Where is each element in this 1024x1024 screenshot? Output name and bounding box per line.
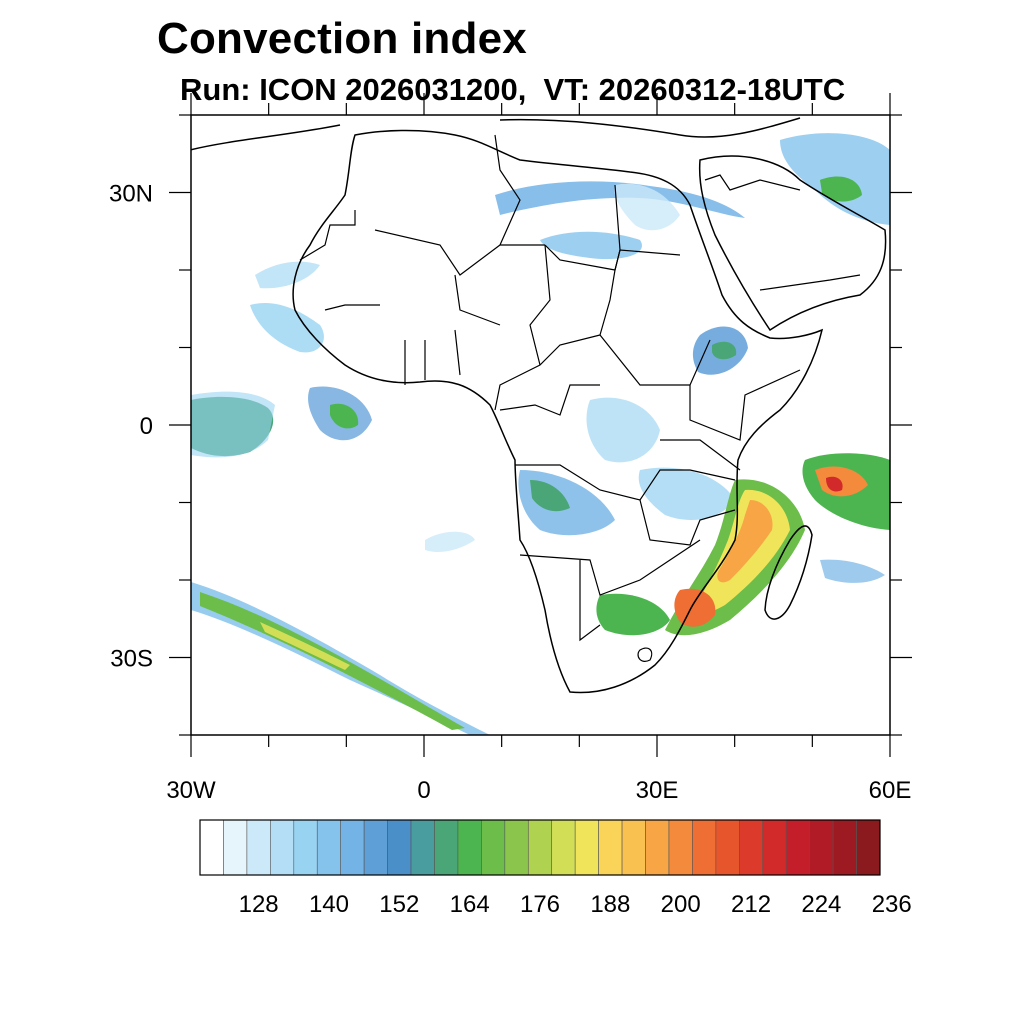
africa-coastline	[292, 129, 824, 694]
colorbar-label: 164	[450, 891, 490, 918]
arabia-coastline	[698, 155, 887, 332]
convection-fields	[191, 133, 890, 735]
colorbar-swatch	[387, 819, 412, 876]
colorbar-label: 200	[661, 891, 701, 918]
field-madagascar-south	[820, 559, 885, 583]
colorbar-swatch	[645, 819, 670, 876]
y-tick-label: 0	[140, 413, 153, 440]
colorbar-swatch	[832, 819, 857, 876]
colorbar-swatch	[270, 819, 295, 876]
colorbar-swatch	[434, 819, 459, 876]
field-south-africa	[596, 593, 670, 636]
colorbar-swatch	[598, 819, 623, 876]
colorbar-label: 224	[801, 891, 841, 918]
colorbar-swatch	[340, 819, 365, 876]
field-sa-core	[674, 588, 716, 627]
colorbar-label: 128	[239, 891, 279, 918]
colorbar-swatch	[762, 819, 787, 876]
field-indian-ocean-core	[815, 466, 868, 497]
colorbar-frame	[199, 819, 881, 876]
x-tick-label: 30E	[636, 777, 679, 804]
y-tick-label: 30S	[110, 646, 153, 673]
axis-ticks: 30W 0 30E 60E 30N 0 30S	[109, 93, 912, 804]
field-libya-egypt	[540, 231, 642, 260]
field-south-atlantic-peak	[260, 622, 350, 670]
y-tick-label: 30N	[109, 181, 153, 208]
colorbar-swatch	[692, 819, 717, 876]
field-ethiopia-core	[712, 341, 737, 360]
field-gulf-guinea-core	[330, 403, 359, 429]
field-east-africa	[638, 467, 735, 520]
colorbar-swatch	[410, 819, 435, 876]
x-tick-label: 60E	[869, 777, 912, 804]
madagascar-coastline	[764, 525, 813, 620]
field-congo	[586, 397, 660, 463]
colorbar-swatch	[527, 819, 553, 876]
field-angola-core	[530, 480, 570, 512]
colorbar-swatch	[574, 819, 599, 876]
colorbar-swatch	[621, 819, 646, 876]
field-mozambique-peak	[717, 500, 773, 583]
colorbar: 128 140 152 164 176 188 200 212 224 236	[199, 819, 912, 918]
x-tick-label: 30W	[166, 777, 216, 804]
colorbar-swatch	[739, 819, 764, 876]
colorbar-swatch	[293, 819, 318, 876]
colorbar-swatch	[316, 819, 341, 876]
colorbar-swatch	[785, 819, 810, 876]
colorbar-swatch	[856, 819, 881, 876]
x-tick-label: 0	[417, 777, 430, 804]
colorbar-swatch	[363, 819, 388, 876]
map-subtitle: Run: ICON 2026031200, VT: 20260312-18UTC	[180, 72, 846, 107]
colorbar-swatch	[809, 819, 834, 876]
field-atlantic-south	[425, 531, 475, 552]
colorbar-swatch	[481, 819, 506, 876]
map-title: Convection index	[157, 14, 527, 63]
colorbar-swatch	[223, 819, 248, 876]
colorbar-swatch	[551, 819, 576, 876]
country-borders	[299, 134, 861, 662]
colorbar-swatch	[246, 819, 271, 876]
europe-coastline	[191, 117, 801, 151]
field-west-africa	[250, 302, 324, 353]
colorbar-swatch	[457, 819, 482, 876]
field-indian-ocean-peak	[826, 476, 843, 492]
colorbar-label: 152	[379, 891, 419, 918]
colorbar-swatch	[504, 819, 529, 876]
colorbar-swatch	[668, 819, 693, 876]
field-sinai	[614, 183, 680, 231]
field-equatorial-atlantic-outer	[191, 391, 275, 458]
colorbar-label: 140	[309, 891, 349, 918]
colorbar-label: 176	[520, 891, 560, 918]
field-iran-core	[820, 176, 862, 202]
colorbar-swatch	[199, 819, 224, 876]
coastlines	[191, 117, 887, 694]
field-sahara-band	[495, 181, 745, 218]
colorbar-label: 236	[872, 891, 912, 918]
colorbar-label: 188	[590, 891, 630, 918]
field-canaries	[255, 261, 320, 289]
colorbar-label: 212	[731, 891, 771, 918]
colorbar-swatch	[715, 819, 740, 876]
